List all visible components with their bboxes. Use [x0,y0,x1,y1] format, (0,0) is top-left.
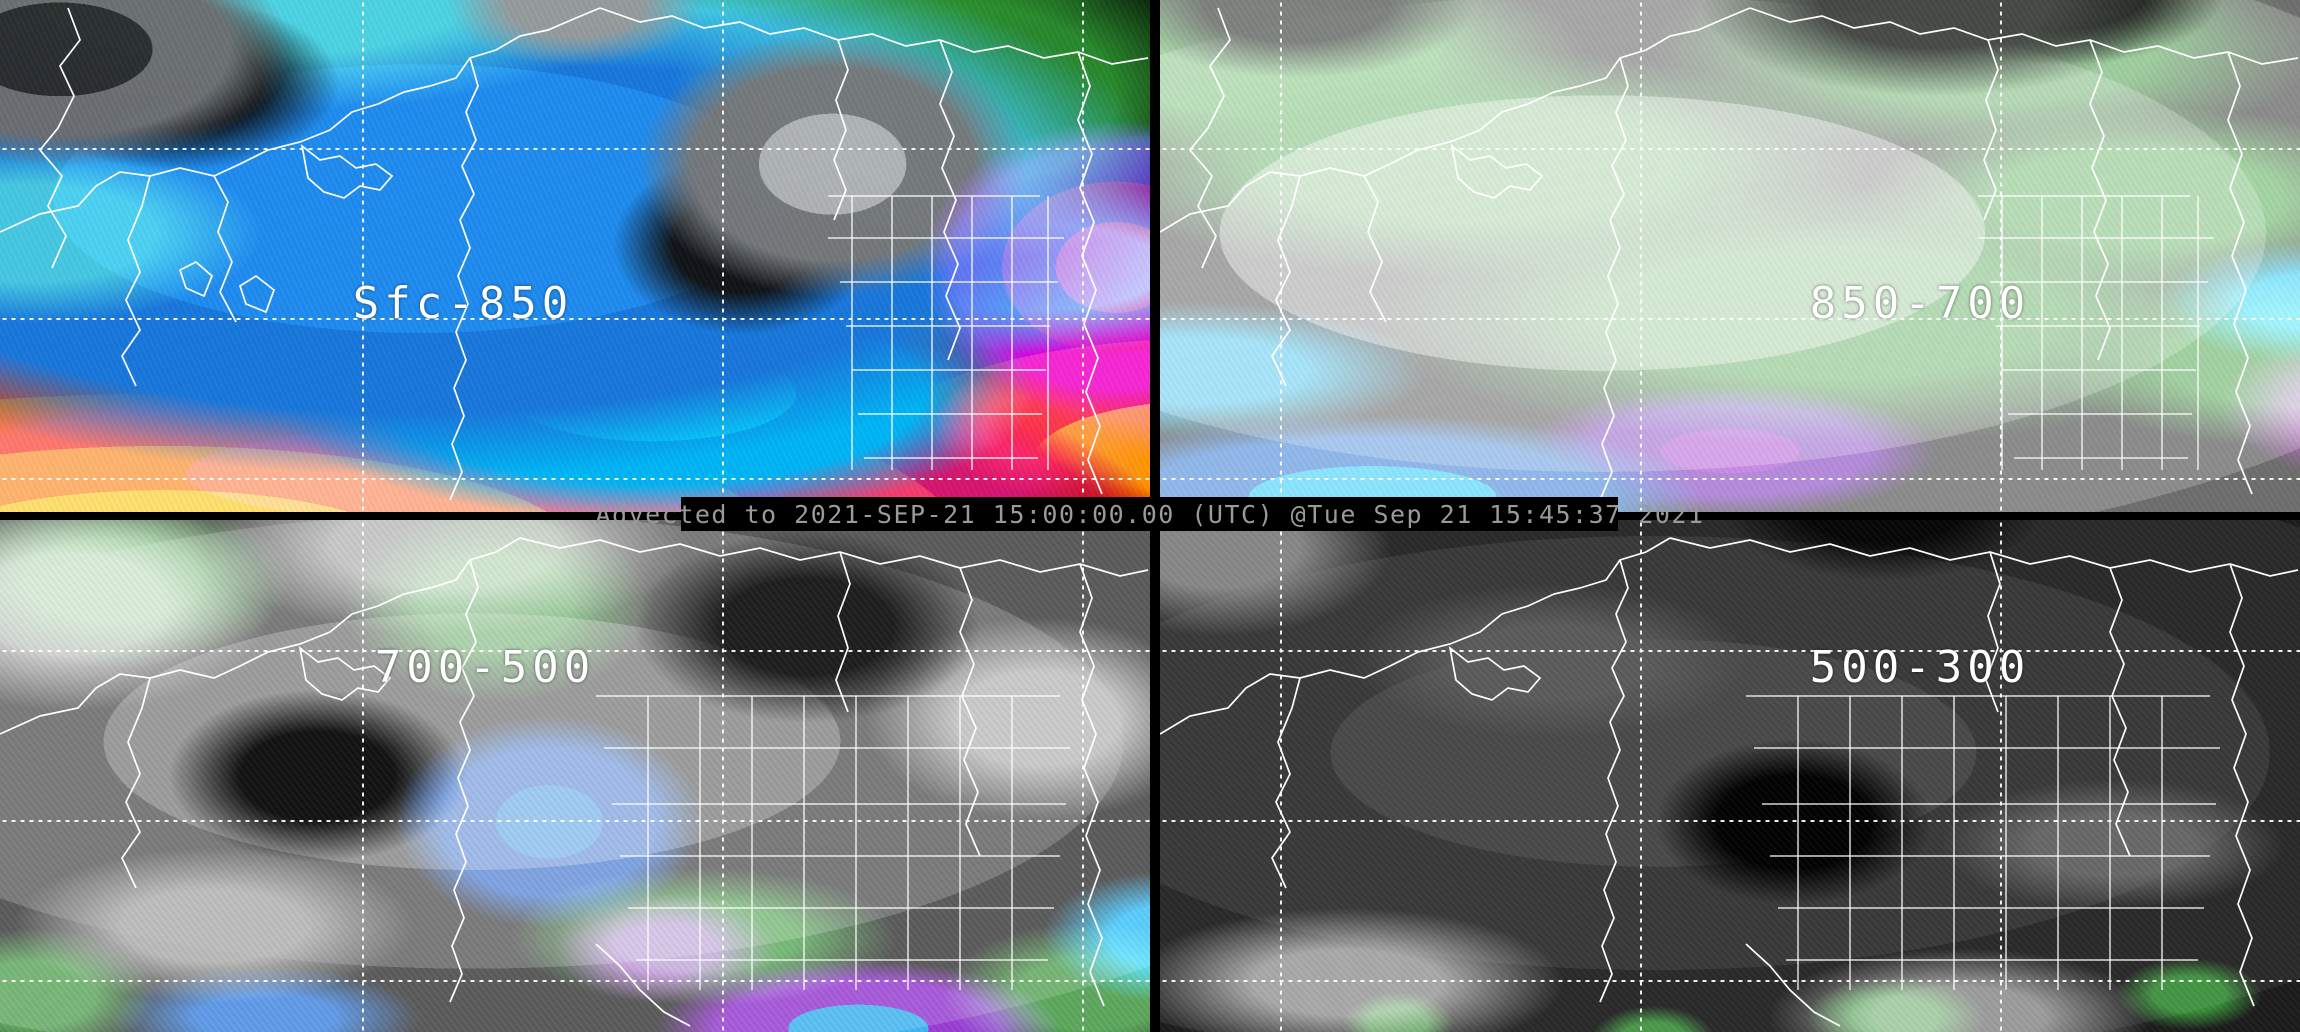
panel-500-300[interactable]: 500-300 [1160,520,2300,1032]
coastline-overlay [1160,0,2300,512]
panel-label-500-300: 500-300 [1809,642,2031,693]
satellite-field-500-300: 500-300 [1160,520,2300,1032]
panel-label-700-500: 700-500 [374,642,596,693]
panel-label-850-700: 850-700 [1809,278,2031,329]
timestamp-text: Advected to 2021-SEP-21 15:00:00.00 (UTC… [595,499,1705,529]
coastline-overlay [1160,520,2300,1032]
timestamp-banner: Advected to 2021-SEP-21 15:00:00.00 (UTC… [0,497,2300,531]
panel-700-500[interactable]: 700-500 [0,520,1150,1032]
satellite-field-850-700: 850-700 [1160,0,2300,512]
panel-label-sfc-850: Sfc-850 [352,278,574,329]
panel-850-700[interactable]: 850-700 [1160,0,2300,512]
satellite-field-sfc-850: Sfc-850 [0,0,1150,512]
coastline-overlay [0,520,1150,1032]
panel-sfc-850[interactable]: Sfc-850 [0,0,1150,512]
timestamp-backdrop [681,497,1618,531]
coastline-overlay [0,0,1150,512]
satellite-field-700-500: 700-500 [0,520,1150,1032]
